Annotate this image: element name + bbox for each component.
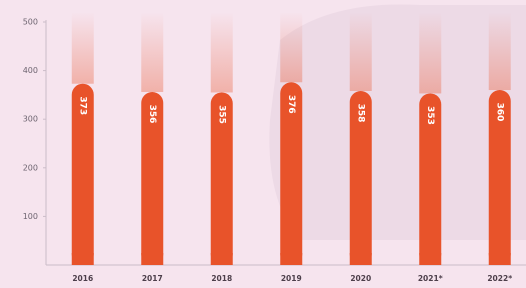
bar-base [489,253,511,265]
bar-glow [350,12,372,91]
bar-glow [489,12,511,90]
value-label: 358 [355,104,365,123]
bar-base [141,253,163,265]
x-tick-label: 2019 [281,274,302,283]
value-label: 353 [425,106,435,125]
bar-glow [211,12,233,92]
bar-base [419,253,441,265]
value-label: 373 [77,96,87,115]
y-tick-label: 300 [23,115,38,124]
bar-glow [141,12,163,92]
value-label: 376 [286,95,296,114]
chart: 100 200 300 400 500 2016 373 2017 356 2018 355 2019… [0,0,526,288]
bar-base [72,253,94,265]
value-label: 356 [147,105,157,124]
value-label: 360 [494,103,504,122]
x-tick-label: 2020 [350,274,371,283]
y-tick-label: 100 [23,212,38,221]
x-tick-label: 2018 [211,274,232,283]
decorative-image [269,4,526,240]
y-tick-label: 200 [23,163,38,172]
y-tick-label: 400 [23,66,38,75]
value-label: 355 [216,105,226,124]
y-tick-label: 500 [23,18,38,27]
bar-glow [280,12,302,82]
x-tick-label: 2017 [142,274,163,283]
x-tick-label: 2016 [72,274,93,283]
bar-base [280,253,302,265]
bar-base [350,253,372,265]
x-tick-label: 2022* [487,274,512,283]
bar-glow [72,12,94,84]
bar-base [211,253,233,265]
bar-glow [419,12,441,93]
x-tick-label: 2021* [418,274,443,283]
